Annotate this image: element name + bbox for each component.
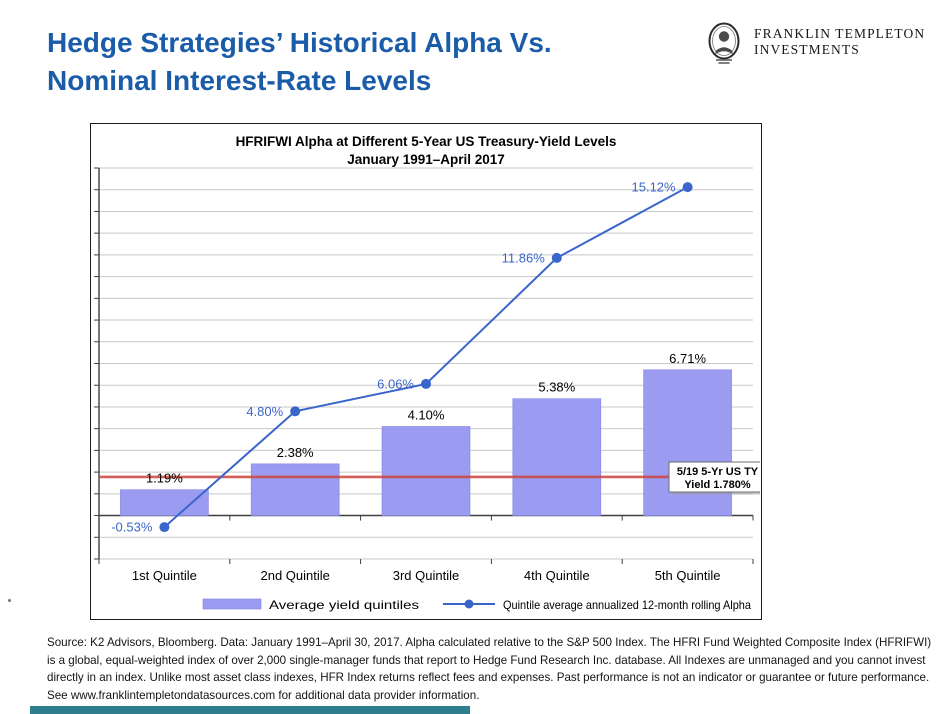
annotation-text-line2: Yield 1.780% xyxy=(684,479,750,491)
source-note: Source: K2 Advisors, Bloomberg. Data: Ja… xyxy=(47,636,932,702)
stray-dot xyxy=(8,599,11,602)
line-value-label: 15.12% xyxy=(632,180,677,195)
category-label: 1st Quintile xyxy=(132,568,197,583)
page-title: Hedge Strategies’ Historical Alpha Vs. N… xyxy=(47,24,552,100)
logo-line1: FRANKLIN TEMPLETON xyxy=(754,26,926,41)
logo-line2: INVESTMENTS xyxy=(754,42,860,57)
logo-text: FRANKLIN TEMPLETON INVESTMENTS xyxy=(754,26,925,58)
category-label: 3rd Quintile xyxy=(393,568,459,583)
annotation-box xyxy=(668,461,760,493)
bar-value-label: 6.71% xyxy=(669,351,706,366)
line-value-label: -0.53% xyxy=(111,520,153,535)
alpha-point xyxy=(551,252,562,263)
page-title-line1: Hedge Strategies’ Historical Alpha Vs. xyxy=(47,27,552,58)
line-value-label: 11.86% xyxy=(502,250,546,265)
bar xyxy=(381,426,471,516)
alpha-point xyxy=(290,406,301,417)
line-value-label: 6.06% xyxy=(377,376,414,391)
bar-value-label: 5.38% xyxy=(538,380,575,395)
bar-value-label: 1.19% xyxy=(146,471,183,486)
legend-bar-swatch xyxy=(202,598,262,610)
bar xyxy=(250,463,340,516)
legend-line-marker xyxy=(464,599,474,609)
bar-value-label: 2.38% xyxy=(277,445,314,460)
alpha-point xyxy=(682,182,693,193)
chart-container: 1.19% 2.38% 4.10% 5.38% 6.71% -0.53% 4.80% 6.06… xyxy=(90,123,762,620)
bar xyxy=(512,398,602,516)
chart-title: HFRIFWI Alpha at Different 5-Year US Tre… xyxy=(236,134,617,149)
alpha-point xyxy=(159,522,170,533)
franklin-templeton-logo: FRANKLIN TEMPLETON INVESTMENTS xyxy=(703,20,925,66)
category-label: 5th Quintile xyxy=(655,568,721,583)
franklin-medallion-icon xyxy=(708,22,740,64)
bar-value-label: 4.10% xyxy=(408,407,445,422)
category-label: 4th Quintile xyxy=(524,568,590,583)
page-title-line2: Nominal Interest-Rate Levels xyxy=(47,65,432,96)
legend-line-label: Quintile average annualized 12-month rol… xyxy=(503,598,751,612)
annotation-text-line1: 5/19 5-Yr US TY xyxy=(677,466,759,478)
line-value-label: 4.80% xyxy=(246,404,283,419)
legend-bar-label: Average yield quintiles xyxy=(269,598,419,612)
bar xyxy=(120,489,209,516)
category-label: 2nd Quintile xyxy=(261,568,330,583)
alpha-point xyxy=(421,378,431,389)
alpha-chart: 1.19% 2.38% 4.10% 5.38% 6.71% -0.53% 4.80% 6.06… xyxy=(94,134,760,612)
footer-teal-bar xyxy=(30,706,470,714)
chart-subtitle: January 1991–April 2017 xyxy=(347,152,505,167)
